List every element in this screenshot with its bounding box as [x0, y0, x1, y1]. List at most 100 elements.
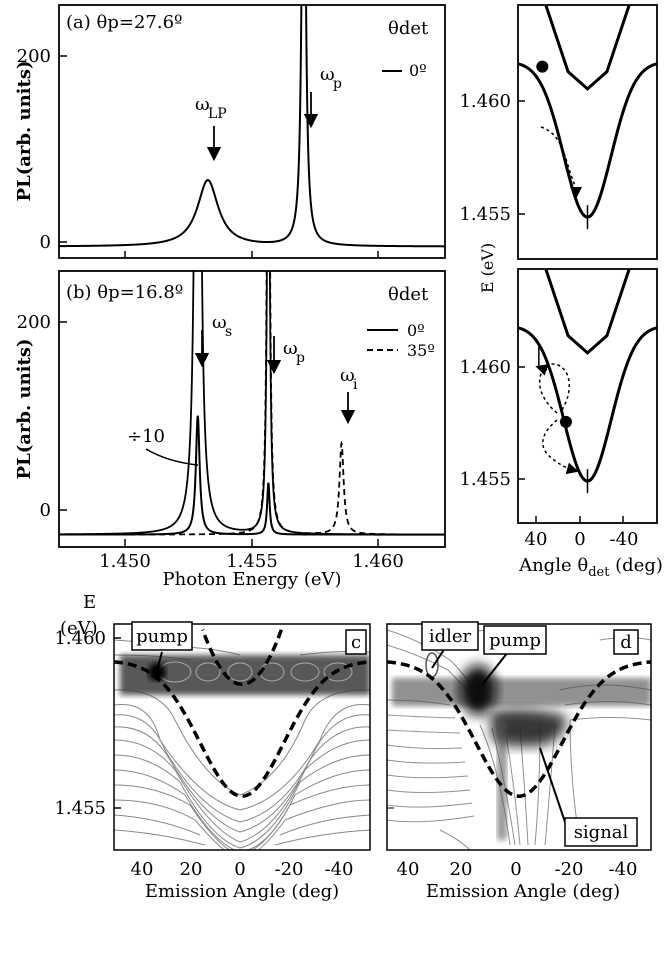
dispersion-bottom-xtick-label: 0: [574, 529, 585, 550]
panel-a-series-0deg: [59, 5, 445, 248]
panel-d-xtick-label: 0: [510, 859, 521, 880]
panel-a-annot-sub: p: [333, 76, 342, 92]
panel-b-legend-label: 0º: [407, 321, 425, 340]
panel-d-label: d: [620, 632, 632, 653]
panel-b-y-ticks: 0 200: [17, 312, 67, 521]
dispersion-bottom-ytick-label: 1.460: [459, 357, 511, 378]
panel-c-x-axis: 40 20 0 -20 -40: [131, 859, 354, 880]
panel-b-series-0deg: [59, 415, 445, 536]
panel-a-x-ticks: [124, 251, 379, 258]
panel-d-idler-pointer: [431, 647, 446, 669]
panel-b-xtick-label: 1.450: [99, 551, 151, 572]
panel-c-pump-pointer: [156, 651, 163, 671]
dispersion-bottom-ytick-label: 1.455: [459, 469, 511, 490]
panel-d-idler-box: [421, 621, 479, 651]
panel-c-label-box: [345, 629, 367, 655]
panel-b-ytick-label: 0: [40, 500, 51, 521]
panel-b-frame: [58, 270, 446, 548]
panel-b-annotation-p: ω p: [266, 336, 305, 375]
dispersion-top-ytick-label: 1.455: [459, 204, 511, 225]
panel-b-ylabel: PL(arb. units): [14, 339, 35, 480]
panel-b-legend: θdet 0º 35º: [367, 284, 435, 360]
dispersion-top-frame: [517, 4, 658, 260]
panel-d-x-axis: 40 20 0 -20 -40: [397, 859, 638, 880]
panel-c: 1.460 1.455 E (eV) 40 20 0 -20 -40 Emiss…: [54, 592, 371, 902]
panel-b-annot-main: ω: [283, 338, 298, 359]
panel-d-pump-pointer: [481, 651, 509, 686]
panel-c-pump-callout: pump: [131, 621, 193, 671]
panel-b-legend-title: θdet: [388, 284, 429, 305]
panel-c-xtick-label: -40: [325, 859, 354, 880]
panel-b-x-ticks: 1.450 1.455 1.460: [99, 539, 404, 572]
panel-b-xtick-label: 1.460: [352, 551, 404, 572]
panel-b-annotation-i: ω i: [340, 365, 358, 425]
dispersion-xlabel: Angle θdet (deg): [518, 555, 663, 580]
panel-b-annotation-s: ω s: [194, 312, 232, 368]
panel-a: 0 200 (a) θp=27.6º PL(arb. units) θdet 0…: [14, 4, 446, 259]
dispersion-ylabel: E (eV): [478, 243, 497, 293]
dispersion-bottom-idler-arrow: [535, 364, 549, 376]
panel-a-ytick-label: 200: [17, 46, 51, 67]
panel-b-annot-sub: i: [353, 377, 358, 393]
panel-a-annot-sub: LP: [208, 106, 227, 122]
panel-a-annot-main: ω: [195, 94, 210, 115]
dispersion-bottom-xtick-label: -40: [610, 529, 639, 550]
panel-b-annot-main: ω: [212, 312, 227, 333]
dispersion-top-ytick-label: 1.460: [459, 91, 511, 112]
panel-d-idler-callout: idler: [421, 621, 479, 669]
panel-d-xtick-label: 40: [397, 859, 420, 880]
panel-c-lower-polariton: [114, 660, 370, 798]
panel-c-pump-box: [131, 621, 193, 651]
panel-b-xtick-label: 1.455: [226, 551, 278, 572]
panel-dispersion-top: 1.460 1.455: [459, 4, 658, 260]
panel-a-ylabel: PL(arb. units): [14, 61, 35, 202]
panel-c-ytick-label: 1.460: [54, 628, 106, 649]
panel-b-annot-sub: s: [225, 324, 232, 340]
panel-b-ytick-label: 200: [17, 312, 51, 333]
panel-b-legend-label: 35º: [407, 341, 435, 360]
panel-d-pump-label: pump: [489, 630, 541, 651]
panel-c-xtick-label: 20: [180, 859, 203, 880]
panel-a-ytick-label: 0: [40, 232, 51, 253]
panel-d-pump-callout: pump: [481, 625, 547, 686]
panel-d-lower-polariton: [387, 660, 651, 798]
panel-b-annotation-div10: ÷10: [127, 426, 199, 466]
panel-c-ylabel-main: E: [83, 592, 96, 613]
panel-c-pump-label: pump: [136, 626, 188, 647]
panel-d-xtick-label: 20: [450, 859, 473, 880]
panel-d-xtick-label: -20: [555, 859, 584, 880]
panel-a-legend: θdet 0º: [382, 18, 429, 80]
panel-dispersion-bottom: 1.460 1.455 40 0 -40: [459, 268, 658, 550]
dispersion-top-upper-branch: [544, 5, 631, 91]
panel-d-signal-label: signal: [574, 822, 629, 843]
panel-b-series-0deg-x10: [59, 271, 445, 536]
panel-c-label: c: [351, 632, 361, 653]
panel-c-ylabel-unit: (eV): [60, 618, 98, 639]
panel-d-xlabel: Emission Angle (deg): [426, 881, 620, 902]
panel-c-ytick-label: 1.455: [54, 798, 106, 819]
panel-d-xtick-label: -40: [609, 859, 638, 880]
panel-c-xlabel: Emission Angle (deg): [145, 881, 339, 902]
panel-c-frame: [113, 623, 371, 851]
panel-d-label-box: [613, 629, 639, 655]
panel-a-annotation-lp: ω LP: [195, 94, 227, 162]
panel-a-frame: [58, 4, 446, 259]
dispersion-bottom-frame: [517, 268, 658, 524]
panel-b-series-35deg: [59, 271, 445, 536]
panel-a-legend-label: 0º: [409, 61, 427, 80]
panel-d-pump-box: [483, 625, 547, 655]
panel-d-signal-callout: signal: [539, 747, 638, 847]
dispersion-top-pump-dot: [536, 60, 549, 73]
dispersion-bottom-pump-dot: [559, 415, 572, 428]
panel-a-y-ticks: 0 200: [17, 46, 67, 253]
panel-a-label: (a) θp=27.6º: [66, 12, 182, 33]
panel-d-signal-box: [564, 817, 638, 847]
panel-c-xtick-label: 40: [131, 859, 154, 880]
panel-c-upper-polariton: [200, 629, 284, 687]
panel-d-idler-label: idler: [429, 626, 472, 647]
dispersion-bottom-idler-path: [538, 363, 570, 414]
dispersion-bottom-xtick-label: 40: [525, 529, 548, 550]
panel-a-legend-title: θdet: [388, 18, 429, 39]
panel-a-annot-main: ω: [320, 64, 335, 85]
